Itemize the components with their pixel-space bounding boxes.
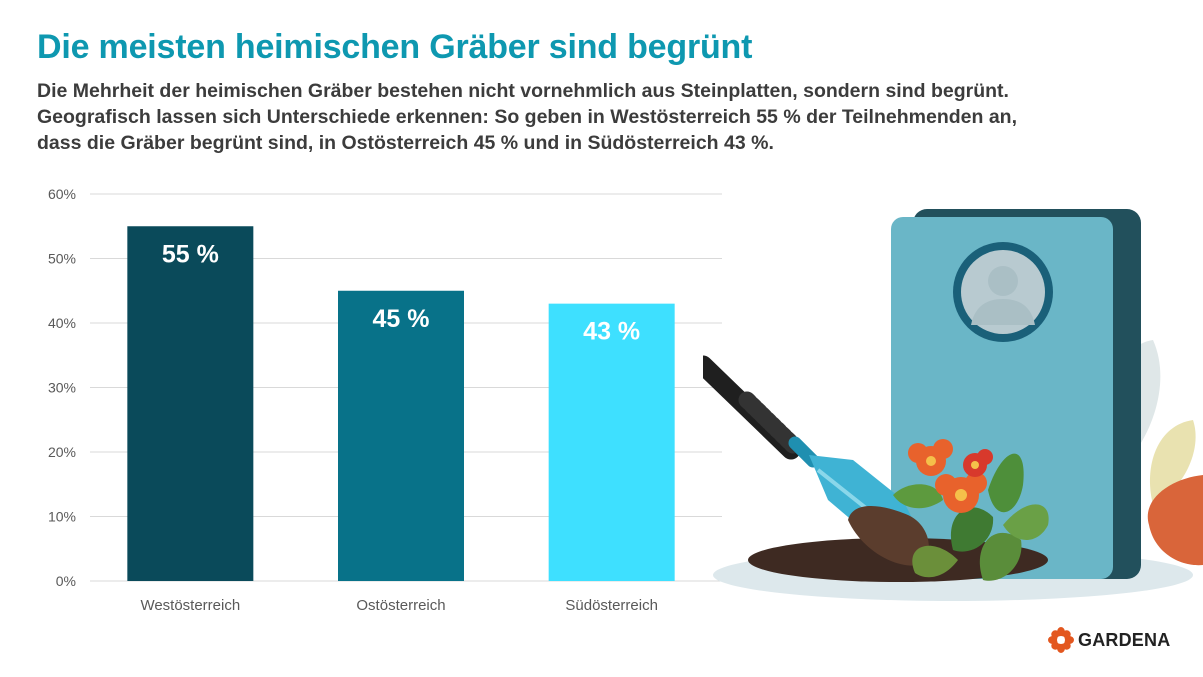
bar bbox=[338, 290, 464, 581]
flower bbox=[935, 472, 987, 513]
brand-name: GARDENA bbox=[1078, 629, 1171, 650]
plant-leaf bbox=[979, 532, 1022, 581]
flower bbox=[908, 439, 953, 476]
bar bbox=[127, 226, 254, 581]
y-tick-label: 0% bbox=[56, 573, 76, 589]
plant-leaf bbox=[988, 453, 1024, 513]
page-title: Die meisten heimischen Gräber sind begrü… bbox=[37, 28, 753, 66]
subtitle-line-1: Die Mehrheit der heimischen Gräber beste… bbox=[37, 80, 1009, 102]
bar-chart: 0% 10% 20% 30% 40% 50% 60% 55 % Westösterreich 45… bbox=[48, 186, 722, 614]
portrait-silhouette bbox=[971, 299, 1035, 325]
gardena-flower-icon bbox=[1048, 627, 1074, 653]
y-tick-label: 40% bbox=[48, 315, 76, 331]
plant-leaf bbox=[1003, 504, 1049, 540]
data-label: 45 % bbox=[373, 305, 430, 333]
data-label: 55 % bbox=[162, 240, 219, 268]
subtitle: Die Mehrheit der heimischen Gräber beste… bbox=[37, 78, 1177, 156]
brand-logo: GARDENA bbox=[1048, 627, 1170, 653]
y-tick-label: 60% bbox=[48, 186, 76, 202]
y-tick-label: 50% bbox=[48, 251, 76, 267]
data-label: 43 % bbox=[583, 318, 640, 346]
trowel-grip bbox=[738, 391, 802, 454]
subtitle-line-3: dass die Gräber begrünt sind, in Ostöste… bbox=[37, 132, 774, 154]
portrait-head bbox=[988, 266, 1018, 296]
gravestone-illustration bbox=[703, 209, 1203, 601]
flower bbox=[963, 449, 993, 477]
plant-leaf bbox=[950, 507, 994, 552]
x-tick-label: Südösterreich bbox=[565, 597, 658, 614]
plant-leaf bbox=[912, 545, 958, 578]
y-tick-label: 20% bbox=[48, 444, 76, 460]
x-tick-label: Westösterreich bbox=[140, 597, 240, 614]
bar bbox=[548, 303, 675, 581]
trowel-dirt bbox=[848, 505, 929, 566]
subtitle-line-2: Geografisch lassen sich Unterschiede erk… bbox=[37, 106, 1017, 128]
trowel-neck bbox=[788, 436, 820, 468]
yellow-leaf bbox=[1149, 420, 1196, 505]
y-tick-label: 10% bbox=[48, 509, 76, 525]
y-tick-label: 30% bbox=[48, 380, 76, 396]
x-tick-label: Ostösterreich bbox=[356, 597, 445, 614]
plant-leaf bbox=[893, 484, 943, 509]
orange-leaf bbox=[1147, 475, 1203, 566]
